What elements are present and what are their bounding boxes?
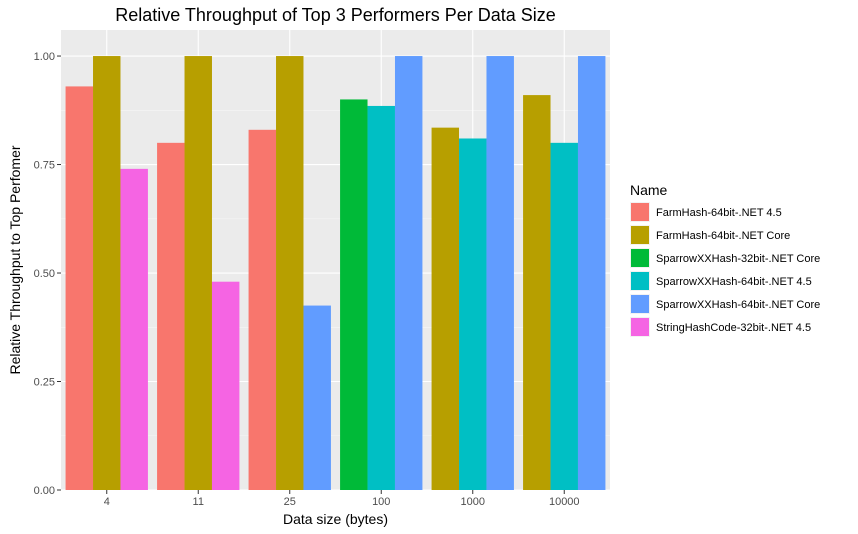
- bar: [550, 142, 578, 490]
- y-axis-title: Relative Throughput to Top Perfomer: [7, 145, 23, 374]
- legend-swatch: [631, 295, 649, 313]
- legend-swatch: [631, 203, 649, 221]
- y-tick-label: 0.75: [34, 160, 55, 172]
- y-tick-label: 0.25: [34, 377, 55, 389]
- legend-swatch: [631, 272, 649, 290]
- x-tick-label: 10000: [549, 496, 580, 508]
- legend-swatch: [631, 226, 649, 244]
- legend-label: SparrowXXHash-64bit-.NET 4.5: [656, 276, 812, 288]
- bar: [157, 142, 185, 490]
- x-tick-label: 100: [372, 496, 390, 508]
- bar: [459, 138, 487, 490]
- bar: [211, 281, 240, 490]
- legend-swatch: [631, 318, 649, 336]
- legend-label: FarmHash-64bit-.NET Core: [656, 230, 790, 242]
- y-axis: 0.00 0.25 0.50 0.75 1.00: [34, 51, 61, 497]
- chart-title: Relative Throughput of Top 3 Performers …: [115, 5, 556, 25]
- x-tick-label: 4: [104, 496, 110, 508]
- x-tick-label: 1000: [461, 496, 485, 508]
- bar: [394, 56, 423, 491]
- x-axis: 4 11 25 100 1000 10000: [104, 490, 580, 508]
- bar: [523, 95, 551, 491]
- legend: Name FarmHash-64bit-.NET 4.5FarmHash-64b…: [630, 182, 820, 337]
- plot-panel: [61, 30, 610, 490]
- bar: [120, 168, 148, 490]
- bar: [303, 305, 331, 490]
- y-tick-label: 0.00: [34, 485, 55, 497]
- bar: [276, 56, 304, 491]
- bars: [65, 56, 606, 491]
- y-tick-label: 0.50: [34, 268, 55, 280]
- bar: [486, 56, 514, 491]
- bar: [184, 56, 212, 491]
- bar: [367, 105, 395, 491]
- legend-title: Name: [630, 182, 668, 198]
- legend-label: StringHashCode-32bit-.NET 4.5: [656, 322, 811, 334]
- legend-items: FarmHash-64bit-.NET 4.5 FarmHash-64bit-.N…: [630, 202, 820, 337]
- legend-label: FarmHash-64bit-.NET 4.5: [656, 207, 782, 219]
- legend-label: SparrowXXHash-64bit-.NET Core: [656, 299, 820, 311]
- legend-swatch: [631, 249, 649, 267]
- bar: [93, 56, 121, 491]
- bar: [340, 99, 368, 490]
- x-tick-label: 11: [193, 496, 204, 508]
- legend-label: SparrowXXHash-32bit-.NET Core: [656, 253, 820, 265]
- x-axis-title: Data size (bytes): [283, 511, 388, 527]
- bar: [65, 86, 94, 490]
- y-tick-label: 1.00: [34, 51, 55, 63]
- x-tick-label: 25: [284, 496, 296, 508]
- bar: [248, 129, 277, 490]
- bar: [577, 56, 606, 491]
- bar: [431, 127, 460, 490]
